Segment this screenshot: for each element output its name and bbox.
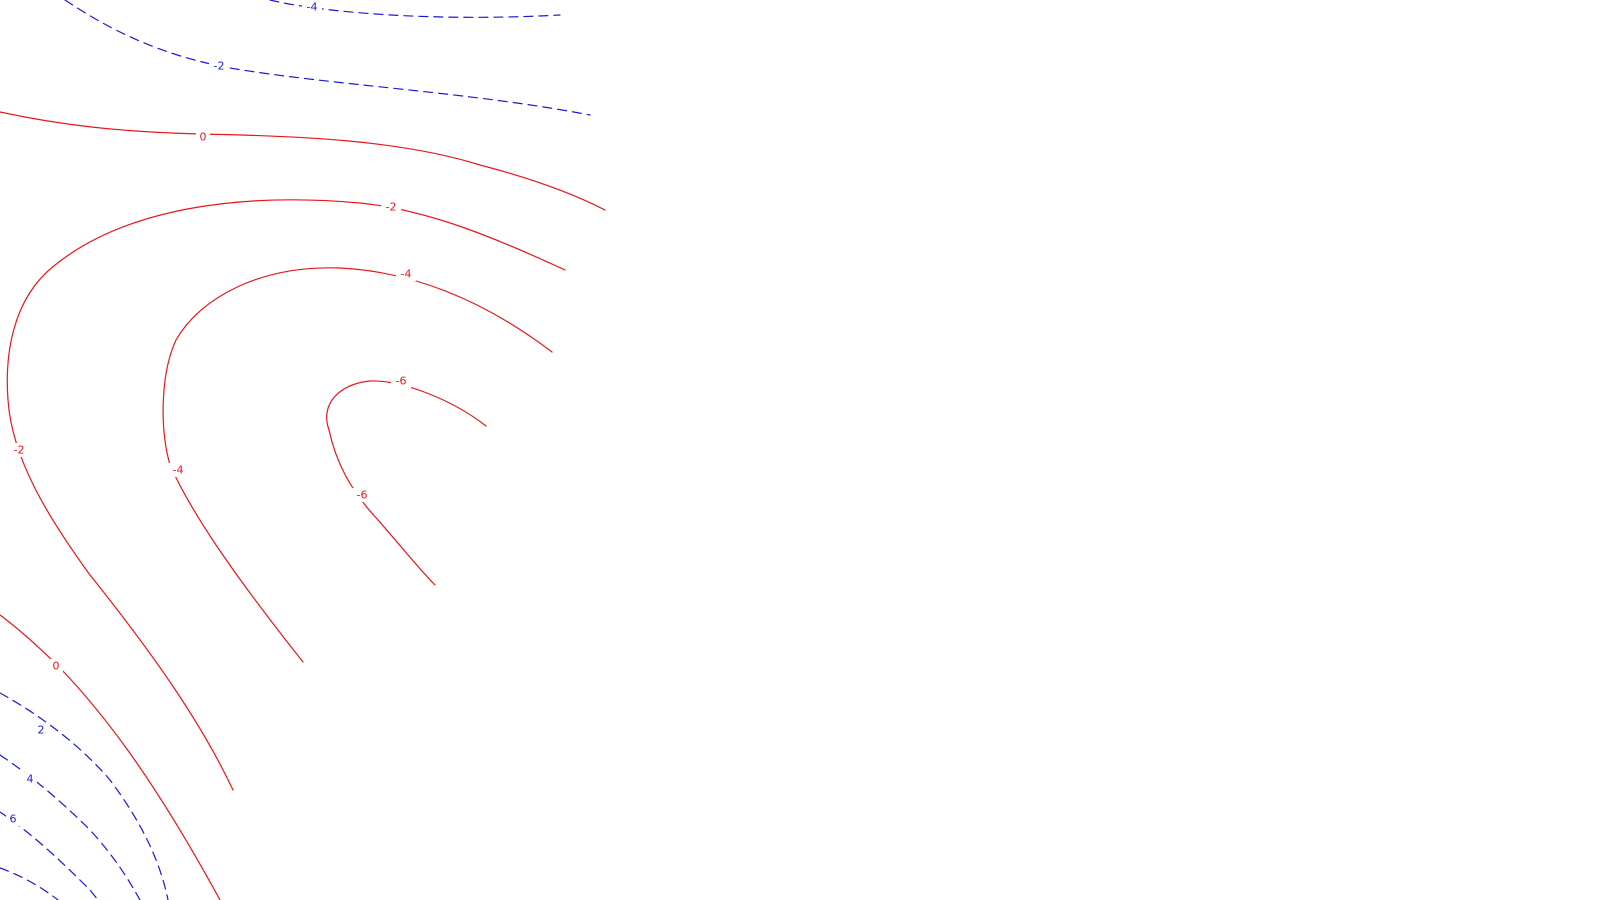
contour-label: -4 [307,1,318,14]
contour-line-level-neg2 [0,692,169,900]
contour-line-level-neg2 [64,0,591,116]
contour-label: -2 [14,444,25,457]
contour-label-background [352,488,372,502]
contour-label: -6 [357,489,368,502]
contour-line-level-6 [326,380,487,586]
contour-line-level-0 [0,111,606,211]
contour-label-background [396,267,416,281]
contour-line-level-4 [162,267,553,663]
contour-label: 6 [10,813,17,826]
contour-label-background [6,812,20,826]
contour-line-level-2 [6,199,566,791]
contour-label-background [9,443,29,457]
contour-label: 4 [27,773,34,786]
contour-label-background [391,374,411,388]
contour-label-background [209,59,229,73]
contour-label: -2 [386,201,397,214]
contour-label-background [302,0,322,14]
contour-label: 0 [200,131,207,144]
contour-line-level-neg4 [0,754,141,900]
contour-label: -4 [173,464,184,477]
contour-label-background [381,200,401,214]
contour-label: 2 [38,724,45,737]
contour-label-background [34,723,48,737]
contour-label: 0 [53,660,60,673]
contour-label: -4 [401,268,412,281]
contour-line-level-0 [0,614,221,900]
contour-labels: -4 -2 0 -2 -4 -4 -6 -6 -2 0 2 4 6 [6,0,416,826]
contour-label-background [168,463,188,477]
contour-line-level-neg4 [269,0,561,18]
contour-label: -6 [396,375,407,388]
contour-label-background [49,659,63,673]
contour-label: -2 [214,60,225,73]
contour-lines [0,0,606,900]
contour-line-level-neg6 [0,811,99,900]
contour-label-background [196,130,210,144]
contour-label-background [23,772,37,786]
contour-line-level-neg6 [0,867,59,900]
